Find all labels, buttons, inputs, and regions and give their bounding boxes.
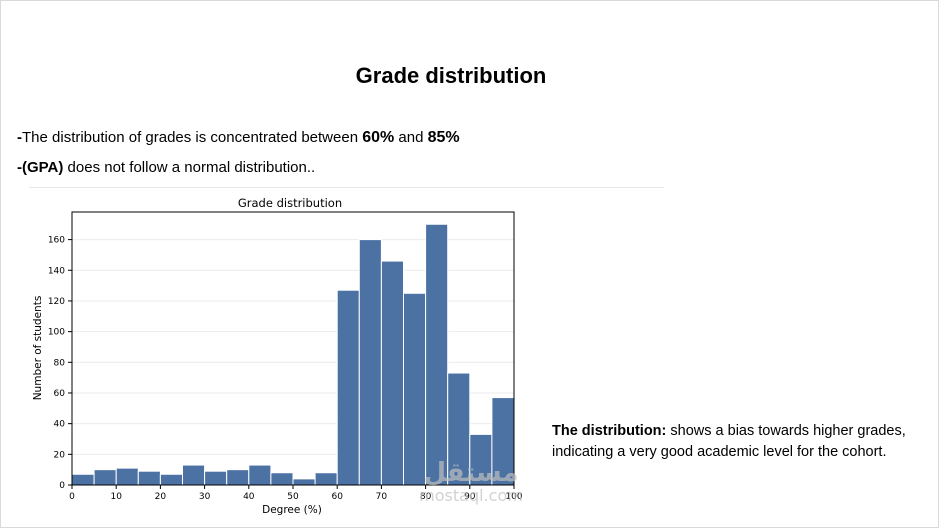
chart-title: Grade distribution [238,196,342,210]
bullet-text: does not follow a normal distribution.. [63,159,316,176]
histogram-bar [226,469,250,486]
histogram-bar [137,470,161,486]
bullet-text: The distribution of grades is concentrat… [22,129,363,146]
bullet-gpa: -(GPA) does not follow a normal distribu… [17,159,315,176]
bullet-concentration: -The distribution of grades is concentra… [17,129,460,147]
x-tick-label: 40 [243,492,255,502]
histogram-bar [314,472,338,486]
x-tick-label: 100 [505,492,522,502]
bullet-dash: - [17,129,22,146]
histogram-bar [403,292,427,486]
watermark: مستقل mostaql.com [411,459,531,505]
note-colon: : [661,423,667,439]
y-tick-label: 20 [54,450,66,460]
y-tick-label: 120 [48,297,65,307]
x-tick-label: 0 [69,492,75,502]
histogram-bar [270,472,294,486]
slide-title: Grade distribution [355,63,547,88]
bullet-dash: - [17,159,22,176]
histogram-bar [292,478,316,486]
histogram-bar [93,469,117,486]
bullet-and: and [394,129,428,146]
axes: 0 10 20 30 40 50 60 70 80 90 100 0 20 40 60 80 100 120 140… [48,211,523,502]
histogram-bar [336,289,360,486]
y-tick-label: 60 [54,389,66,399]
watermark-latin: mostaql.com [419,486,523,505]
histogram-bar [358,239,382,486]
gpa-label: (GPA) [22,159,64,176]
x-tick-label: 20 [155,492,167,502]
histogram-bar [425,223,449,486]
x-tick-label: 70 [376,492,388,502]
histogram-bar [182,464,206,486]
x-tick-label: 60 [331,492,343,502]
x-tick-label: 10 [110,492,122,502]
histogram-chart: 0 10 20 30 40 50 60 70 80 90 100 0 20 40 60 80 100 120 140… [29,191,539,521]
x-tick-label: 90 [464,492,476,502]
y-tick-label: 160 [48,236,65,246]
y-tick-label: 100 [48,328,65,338]
note-lead: The distribution [552,423,662,439]
bars [71,223,515,486]
histogram-bar [159,473,183,486]
range-low: 60% [362,129,395,146]
y-tick-label: 80 [54,358,66,368]
range-high: 85% [427,129,460,146]
y-tick-label: 0 [59,481,65,491]
y-tick-label: 140 [48,266,65,276]
note-text: shows a bias towards higher grades, indi… [552,423,906,460]
y-tick-label: 40 [54,420,66,430]
histogram-bar [204,470,228,486]
interpretation-note: The distribution: shows a bias towards h… [552,421,912,462]
x-tick-label: 50 [287,492,299,502]
x-tick-label: 30 [199,492,211,502]
histogram-bar [71,473,95,486]
x-axis-label: Degree (%) [262,504,322,516]
divider [29,187,664,188]
histogram-bar [248,464,272,486]
histogram-bar [115,467,139,486]
y-axis-label: Number of students [32,296,44,401]
x-tick-label: 80 [420,492,432,502]
chart-svg: 0 10 20 30 40 50 60 70 80 90 100 0 20 40 60 80 100 120 140… [32,196,523,516]
watermark-arabic: مستقل [423,458,519,488]
histogram-bar [380,260,404,486]
